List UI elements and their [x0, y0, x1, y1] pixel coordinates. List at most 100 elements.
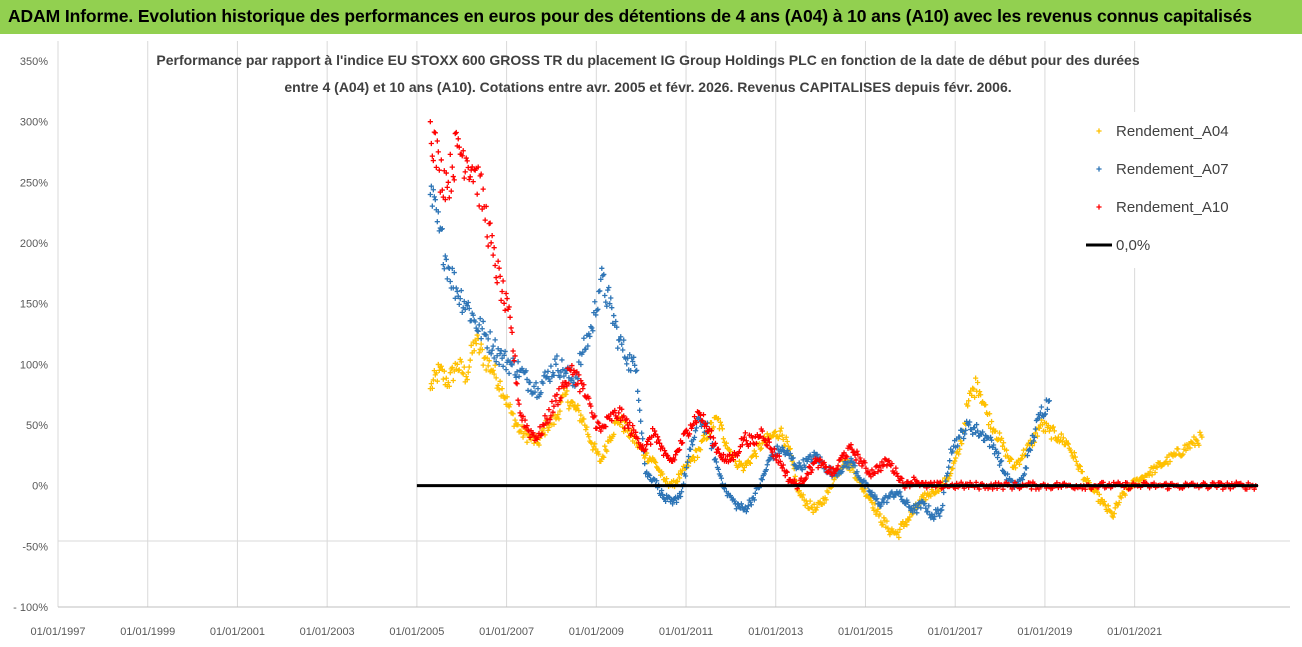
data-point [664, 453, 671, 459]
data-point [488, 351, 494, 357]
data-point [857, 455, 863, 461]
data-point [721, 439, 728, 445]
data-point [798, 475, 804, 481]
x-tick-label: 01/01/2015 [838, 626, 893, 638]
data-point [752, 450, 758, 457]
data-point [1036, 415, 1043, 421]
data-point [925, 508, 931, 515]
data-point [512, 353, 518, 359]
data-point [745, 503, 751, 509]
data-point [495, 258, 501, 264]
data-point [946, 476, 952, 482]
data-point [871, 507, 877, 513]
data-point [1000, 440, 1007, 446]
data-point [475, 164, 481, 170]
data-point [743, 509, 749, 515]
data-point [492, 362, 498, 368]
data-point [892, 470, 898, 476]
data-point [777, 428, 783, 434]
data-point [434, 219, 440, 225]
data-point [758, 445, 764, 451]
data-point [947, 458, 953, 464]
data-point [684, 459, 691, 465]
data-point [866, 494, 872, 501]
data-point [751, 497, 757, 503]
data-point [1156, 460, 1162, 467]
data-point [1042, 428, 1049, 435]
data-point [491, 371, 497, 377]
data-point [1012, 479, 1018, 486]
data-point [551, 421, 557, 427]
data-point [614, 324, 620, 330]
data-point [605, 287, 611, 293]
data-point [574, 369, 580, 375]
data-point [904, 522, 910, 528]
data-point [986, 443, 993, 450]
data-point [946, 464, 952, 470]
data-point [589, 410, 595, 416]
data-point [510, 411, 516, 417]
data-point [654, 478, 660, 484]
data-point [1073, 458, 1079, 464]
data-point [869, 499, 875, 506]
data-point [1044, 406, 1051, 412]
data-point [633, 429, 639, 435]
report-banner-text: ADAM Informe. Evolution historique des p… [8, 6, 1252, 26]
data-point [476, 350, 482, 356]
data-point [682, 465, 689, 472]
data-point [1028, 486, 1035, 492]
data-point [992, 446, 999, 452]
data-point [540, 421, 546, 428]
data-point [576, 372, 582, 378]
data-point [1036, 486, 1042, 492]
data-point [476, 203, 482, 209]
data-point [499, 386, 505, 392]
gridlines [57, 41, 1136, 607]
data-point [828, 469, 834, 475]
data-point [736, 449, 742, 455]
data-point [882, 456, 888, 462]
data-point [758, 476, 764, 482]
data-point [940, 502, 946, 509]
data-point [676, 490, 683, 497]
data-point [963, 427, 969, 433]
data-point [456, 367, 462, 373]
data-point [956, 434, 962, 440]
data-point [550, 409, 556, 415]
data-point [588, 324, 594, 330]
data-point [550, 370, 556, 376]
data-point [428, 381, 434, 387]
data-point [1075, 466, 1081, 472]
data-point [601, 271, 607, 278]
data-point [698, 438, 705, 444]
data-point [563, 370, 569, 376]
data-point [499, 355, 505, 361]
data-point [686, 431, 693, 437]
data-point [603, 424, 609, 430]
data-point [829, 472, 835, 478]
data-point [804, 470, 810, 477]
data-point [511, 358, 517, 364]
data-point [433, 164, 439, 170]
legend-box [1075, 112, 1253, 268]
data-point [586, 331, 592, 337]
data-point [905, 499, 911, 505]
data-point [898, 493, 904, 500]
data-point [720, 436, 727, 442]
data-point [692, 428, 699, 434]
data-point [928, 515, 934, 521]
data-point [592, 299, 598, 305]
data-point [817, 456, 823, 462]
data-point [503, 290, 509, 297]
data-point [485, 363, 491, 369]
data-point [851, 449, 857, 456]
data-point [771, 446, 777, 452]
data-point [452, 130, 458, 137]
data-point [493, 359, 499, 365]
chart-title-line-2: entre 4 (A04) et 10 ans (A10). Cotations… [284, 79, 1011, 95]
data-point [596, 420, 602, 426]
data-point [915, 504, 921, 510]
data-point [759, 477, 765, 483]
data-point [659, 487, 665, 494]
data-point [734, 453, 740, 459]
